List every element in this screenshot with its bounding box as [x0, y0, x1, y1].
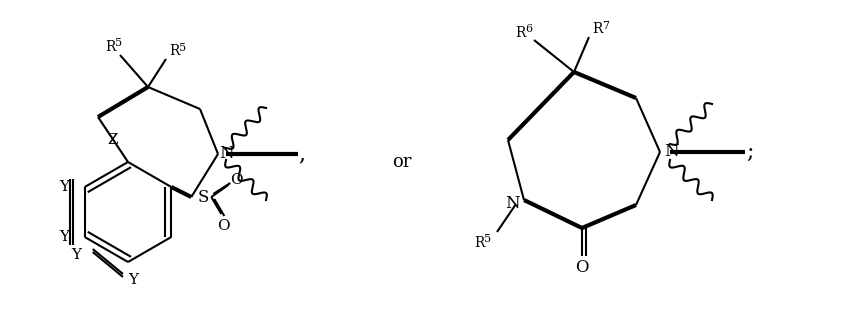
Text: S: S — [198, 188, 209, 205]
Text: R: R — [592, 22, 602, 36]
Text: Z: Z — [108, 133, 118, 147]
Text: O: O — [230, 173, 243, 187]
Text: O: O — [217, 219, 230, 233]
Text: N: N — [504, 196, 519, 213]
Text: R: R — [515, 26, 525, 40]
Text: Y: Y — [72, 248, 82, 262]
Text: O: O — [575, 259, 589, 277]
Text: Y: Y — [60, 180, 70, 194]
Text: N: N — [219, 146, 233, 162]
Text: ;: ; — [746, 141, 754, 163]
Text: or: or — [392, 153, 412, 171]
Text: 6: 6 — [526, 24, 533, 34]
Text: R: R — [168, 44, 180, 58]
Text: 5: 5 — [115, 38, 122, 48]
Text: ,: , — [298, 143, 305, 165]
Text: 5: 5 — [485, 234, 492, 244]
Text: Y: Y — [60, 230, 70, 244]
Text: 7: 7 — [603, 21, 610, 31]
Text: R: R — [474, 236, 484, 250]
Text: N: N — [663, 144, 678, 161]
Text: Y: Y — [128, 273, 138, 287]
Text: 5: 5 — [180, 43, 186, 53]
Text: R: R — [105, 40, 115, 54]
